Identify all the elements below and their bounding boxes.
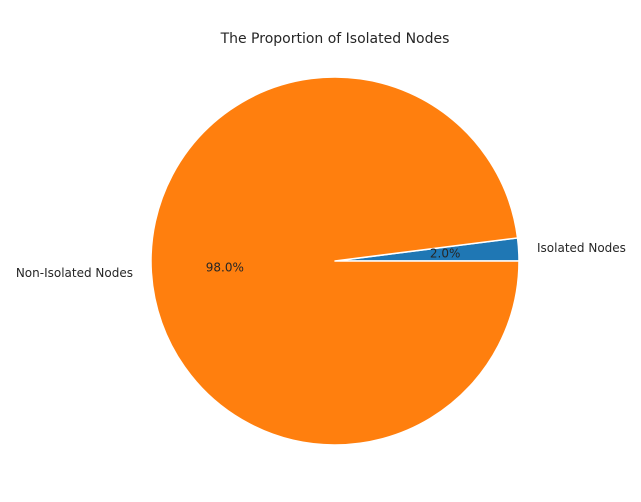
chart-title: The Proportion of Isolated Nodes <box>220 31 450 47</box>
pie-slice-non-isolated-nodes <box>150 76 520 446</box>
slice-label: Isolated Nodes <box>537 241 626 255</box>
pie-labels: Isolated Nodes 2.0% Non-Isolated Nodes 98.0… <box>16 241 626 280</box>
slice-percent-label: 2.0% <box>430 247 461 261</box>
pie-slices <box>150 76 520 446</box>
slice-percent-label: 98.0% <box>206 260 244 274</box>
slice-label: Non-Isolated Nodes <box>16 266 133 280</box>
